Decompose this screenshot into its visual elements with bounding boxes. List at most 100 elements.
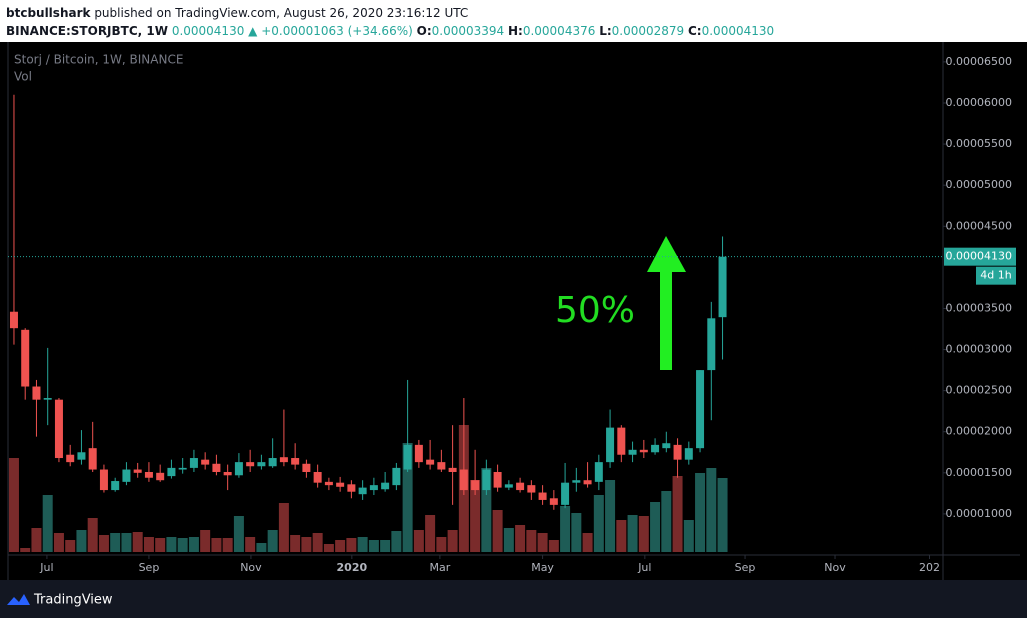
volume-bar	[312, 533, 323, 552]
volume-bar	[413, 530, 424, 552]
volume-bar	[155, 538, 166, 552]
candle-body	[268, 458, 277, 467]
candle-body	[336, 482, 345, 487]
header: btcbullshark published on TradingView.co…	[6, 4, 774, 40]
volume-bar	[177, 538, 188, 552]
candle-body	[302, 463, 311, 472]
y-tick-label: 0.00002500	[946, 384, 1012, 397]
volume-bar	[8, 458, 19, 552]
candle-body	[538, 492, 547, 500]
volume-bar	[143, 537, 154, 552]
y-tick-label: 0.00005500	[946, 137, 1012, 150]
candle-body	[583, 480, 592, 485]
candle-body	[246, 462, 255, 467]
candle-body	[392, 467, 401, 486]
volume-bar	[256, 543, 267, 552]
candle-body	[369, 485, 378, 491]
candle-body	[628, 449, 637, 455]
candle-body	[43, 398, 52, 400]
volume-bar	[323, 544, 334, 552]
candle-body	[718, 256, 727, 318]
x-tick-label: Mar	[430, 561, 451, 574]
candle-body	[561, 482, 570, 505]
annotation: 50%	[555, 290, 635, 331]
candle-body	[606, 427, 615, 463]
volume-bar	[132, 532, 143, 552]
y-tick-label: 0.00003500	[946, 301, 1012, 314]
candle-body	[527, 485, 536, 493]
candle-body	[516, 482, 525, 491]
volume-bar	[267, 530, 278, 552]
candle-body	[167, 467, 176, 477]
volume-bar	[368, 540, 379, 552]
volume-bar	[582, 533, 593, 552]
volume-bar	[188, 537, 199, 552]
candle-body	[144, 471, 153, 478]
candle-body	[21, 329, 30, 387]
candle-body	[639, 449, 648, 453]
candle-body	[651, 444, 660, 453]
candle-body	[572, 480, 581, 483]
last-price: 0.00004130	[171, 24, 245, 38]
volume-bar	[492, 510, 503, 552]
candle-body	[212, 463, 221, 472]
arrow	[647, 236, 686, 370]
candle-body	[88, 448, 97, 470]
volume-label: Vol	[14, 70, 32, 84]
candle-body	[313, 471, 322, 483]
candle-body	[381, 482, 390, 490]
volume-bar	[65, 540, 76, 552]
candle-body	[291, 458, 300, 465]
candle-body	[471, 480, 480, 491]
arrow-shaft	[660, 270, 672, 370]
volume-bar	[200, 530, 211, 552]
candle-body	[77, 452, 86, 460]
volume-bar	[683, 520, 694, 552]
logo-mark	[7, 594, 30, 605]
volume-bar	[402, 443, 413, 552]
candle-body	[257, 462, 266, 467]
volume-bar	[278, 503, 289, 552]
volume-bar	[706, 468, 717, 552]
x-tick-label: Sep	[139, 561, 160, 574]
y-tick-label: 0.00001500	[946, 466, 1012, 479]
volume-bar	[346, 538, 357, 552]
price-label: 0.00004130	[946, 250, 1012, 263]
symbol-line: BINANCE:STORJBTC, 1W 0.00004130 ▲ +0.000…	[6, 22, 774, 40]
candle-body	[504, 484, 513, 488]
volume-bar	[31, 528, 42, 552]
candle-body	[66, 454, 75, 463]
volume-bar	[650, 502, 661, 552]
y-tick-label: 0.00004500	[946, 219, 1012, 232]
candle-body	[156, 472, 165, 481]
volume-bar	[616, 520, 627, 552]
x-tick-label: Sep	[735, 561, 756, 574]
volume-bar	[20, 548, 31, 552]
candle-body	[403, 444, 412, 470]
candle-body	[482, 469, 491, 491]
volume-bar	[380, 540, 391, 552]
x-tick-label: Nov	[824, 561, 846, 574]
volume-bar	[560, 506, 571, 552]
logo	[7, 594, 30, 605]
candle-body	[133, 469, 142, 473]
o-value: 0.00003394	[431, 24, 505, 38]
y-tick-label: 0.00006500	[946, 55, 1012, 68]
countdown: 4d 1h	[980, 269, 1011, 282]
volume-bar	[391, 531, 402, 552]
x-tick-label: 2020	[337, 561, 368, 574]
l-value: 0.00002879	[611, 24, 685, 38]
volume-bar	[503, 528, 514, 552]
brand: TradingView	[33, 593, 113, 608]
o-label: O:	[416, 24, 432, 38]
candle-body	[223, 471, 232, 476]
volume-bar	[76, 530, 87, 552]
volume-bar	[593, 495, 604, 552]
volume-bar	[166, 537, 177, 552]
candle-body	[662, 443, 671, 449]
volume-bar	[357, 537, 368, 552]
x-tick-label: Jul	[39, 561, 53, 574]
candle-body	[54, 399, 63, 459]
candle-body	[9, 311, 18, 329]
